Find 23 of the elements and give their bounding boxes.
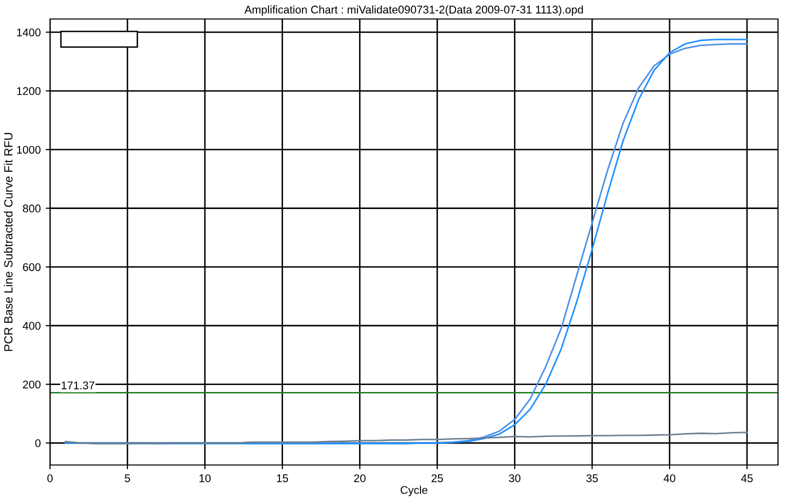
y-tick-label: 1200 — [17, 87, 41, 96]
line-series — [64, 432, 748, 444]
y-tick-label: 600 — [23, 263, 41, 272]
x-tick-label: 30 — [508, 474, 520, 482]
x-tick-label: 45 — [741, 474, 753, 482]
x-tick-label: 0 — [47, 474, 53, 482]
x-tick-label: 15 — [277, 474, 288, 482]
x-tick-label: 40 — [664, 474, 676, 482]
y-axis-title: PCR Base Line Subtracted Curve Fit RFU — [4, 133, 13, 351]
y-tick-label: 800 — [22, 204, 41, 212]
y-tick-label: 400 — [22, 322, 41, 330]
x-tick-label: 20 — [354, 474, 366, 482]
x-tick-label: 10 — [200, 474, 211, 482]
y-tick-label: 1400 — [17, 28, 41, 36]
ref-line-label: 171.37 — [62, 381, 94, 390]
x-tick-label: 35 — [586, 474, 598, 482]
chart-title: Amplification Chart : miValidate090731-2(Data 2009-07-31 1113).opd — [244, 5, 583, 16]
x-tick-label: 5 — [124, 474, 130, 482]
y-tick-label: 0 — [35, 439, 41, 448]
x-tick-label: 25 — [432, 474, 443, 482]
y-tick-label: 1000 — [17, 146, 41, 154]
x-axis-title: Cycle — [400, 486, 428, 496]
y-tick-label: 200 — [22, 380, 41, 388]
